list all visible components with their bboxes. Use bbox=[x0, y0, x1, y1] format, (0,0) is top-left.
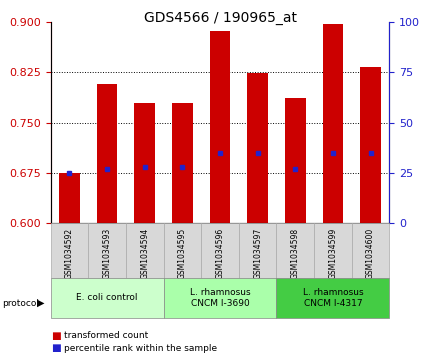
Bar bbox=[164, 223, 201, 278]
Text: GSM1034598: GSM1034598 bbox=[291, 228, 300, 279]
Bar bbox=[88, 223, 126, 278]
Bar bbox=[314, 223, 352, 278]
Bar bbox=[360, 68, 381, 223]
Bar bbox=[276, 223, 314, 278]
Bar bbox=[323, 24, 343, 223]
Bar bbox=[247, 73, 268, 223]
Text: GDS4566 / 190965_at: GDS4566 / 190965_at bbox=[143, 11, 297, 25]
Text: transformed count: transformed count bbox=[64, 331, 148, 340]
Bar bbox=[97, 83, 117, 223]
Bar bbox=[126, 223, 164, 278]
Text: ■: ■ bbox=[51, 331, 60, 341]
Bar bbox=[201, 223, 239, 278]
Bar bbox=[209, 30, 231, 223]
Text: L. rhamnosus
CNCM I-4317: L. rhamnosus CNCM I-4317 bbox=[303, 287, 363, 308]
Text: GSM1034594: GSM1034594 bbox=[140, 228, 149, 279]
Text: L. rhamnosus
CNCM I-3690: L. rhamnosus CNCM I-3690 bbox=[190, 287, 250, 308]
Text: GSM1034600: GSM1034600 bbox=[366, 228, 375, 279]
Text: GSM1034596: GSM1034596 bbox=[216, 228, 224, 279]
Bar bbox=[239, 223, 276, 278]
Bar bbox=[59, 173, 80, 223]
Bar bbox=[51, 278, 164, 318]
Text: GSM1034597: GSM1034597 bbox=[253, 228, 262, 279]
Text: protocol: protocol bbox=[2, 299, 39, 307]
Bar bbox=[164, 278, 276, 318]
Bar bbox=[276, 278, 389, 318]
Bar bbox=[51, 223, 88, 278]
Text: percentile rank within the sample: percentile rank within the sample bbox=[64, 344, 217, 353]
Bar bbox=[172, 103, 193, 223]
Text: ■: ■ bbox=[51, 343, 60, 354]
Bar bbox=[285, 98, 306, 223]
Text: ▶: ▶ bbox=[37, 298, 45, 308]
Text: E. coli control: E. coli control bbox=[76, 293, 138, 302]
Bar bbox=[134, 103, 155, 223]
Text: GSM1034599: GSM1034599 bbox=[328, 228, 337, 279]
Text: GSM1034592: GSM1034592 bbox=[65, 228, 74, 279]
Bar bbox=[352, 223, 389, 278]
Text: GSM1034595: GSM1034595 bbox=[178, 228, 187, 279]
Text: GSM1034593: GSM1034593 bbox=[103, 228, 112, 279]
